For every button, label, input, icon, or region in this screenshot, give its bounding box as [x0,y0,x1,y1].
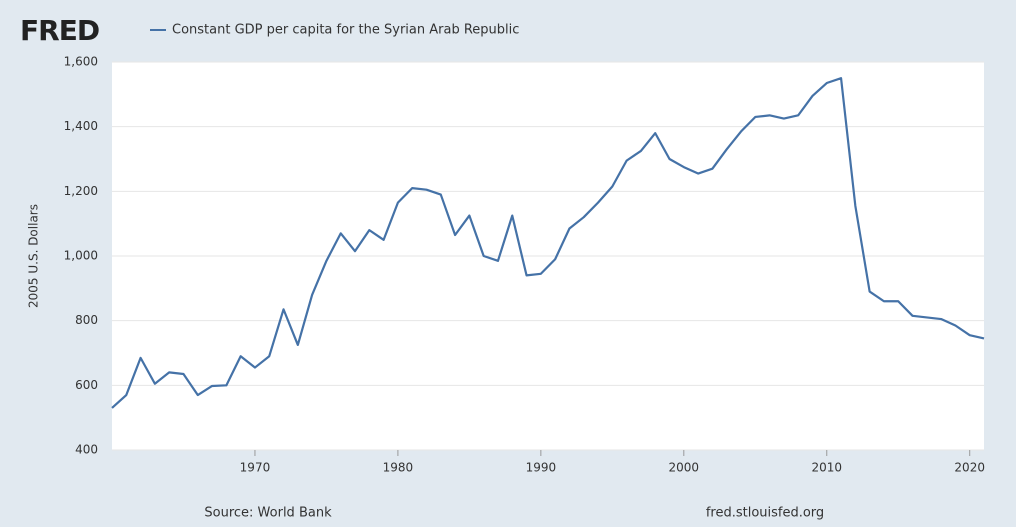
x-tick-label: 1970 [240,461,271,475]
y-tick-label: 1,200 [64,184,98,198]
x-tick-label: 2020 [954,461,985,475]
y-tick-label: 800 [75,313,98,327]
logo: FRED [20,14,99,47]
legend-label: Constant GDP per capita for the Syrian A… [172,23,519,38]
x-tick-label: 2010 [811,461,842,475]
y-axis-label: 2005 U.S. Dollars [27,204,41,308]
x-tick-label: 1980 [383,461,414,475]
x-tick-label: 1990 [526,461,557,475]
data-line [111,77,985,409]
x-tick-label: 2000 [669,461,700,475]
source: Source: World Bank [204,506,332,521]
y-tick-label: 600 [75,378,98,392]
y-tick-label: 1,000 [64,249,98,263]
site: fred.stlouisfed.org [706,506,824,521]
y-tick-label: 1,600 [64,55,98,69]
y-tick-label: 1,400 [64,119,98,133]
y-tick-label: 400 [75,443,98,457]
